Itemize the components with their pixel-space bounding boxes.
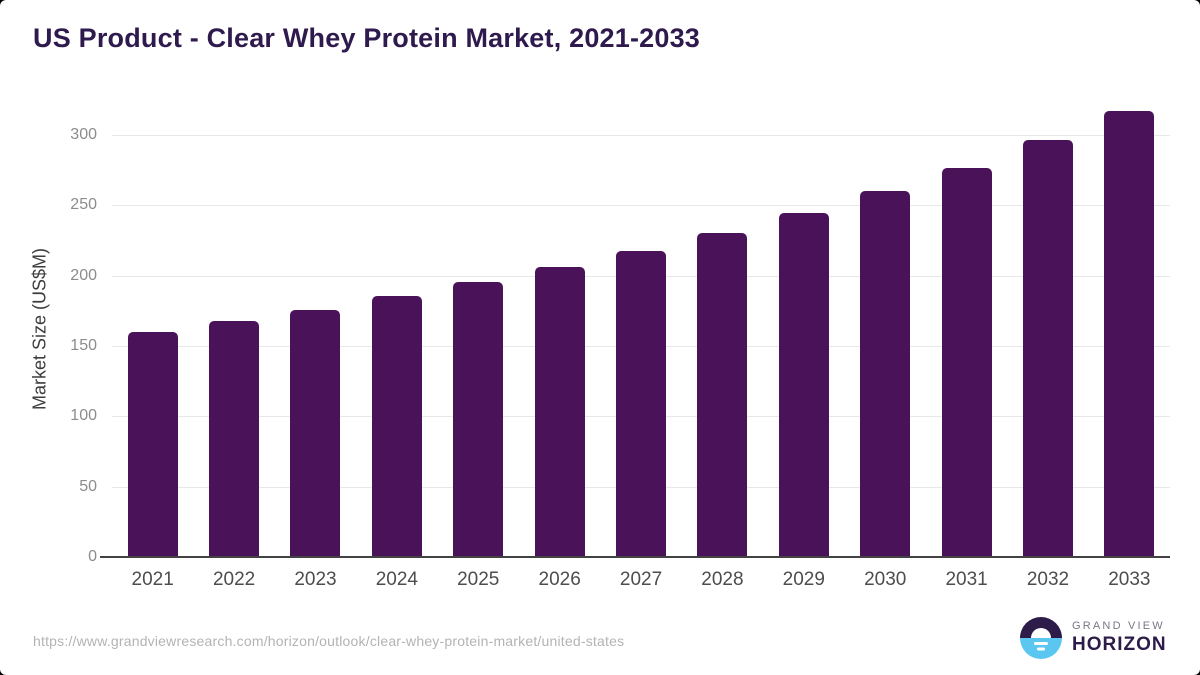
bar-2025[interactable] [453,282,504,557]
bar-column-2030 [845,100,926,557]
bar-2022[interactable] [209,321,260,557]
corner-artifact [1194,669,1200,675]
horizon-logo-icon [1020,617,1062,659]
bars-row [112,100,1170,557]
x-tick-label-2027: 2027 [619,569,663,590]
bar-column-2027 [600,100,681,557]
y-tick-label-50: 50 [79,477,97,495]
logo-text: GRAND VIEW HORIZON [1072,620,1167,656]
x-tick-label-2023: 2023 [294,569,337,590]
bar-column-2032 [1007,100,1088,557]
bar-2027[interactable] [616,251,667,557]
bar-column-2022 [193,100,274,557]
grandview-horizon-logo: GRAND VIEW HORIZON [1020,617,1167,659]
y-tick-label-150: 150 [70,337,97,355]
y-tick-label-300: 300 [70,126,97,144]
x-tick-label-2028: 2028 [701,569,744,590]
bar-column-2024 [356,100,437,557]
bar-2024[interactable] [371,296,422,557]
bar-2029[interactable] [778,213,829,557]
plot-area [112,100,1170,557]
bar-column-2031 [926,100,1007,557]
bar-2028[interactable] [697,232,748,557]
y-tick-label-0: 0 [88,548,97,565]
source-url: https://www.grandviewresearch.com/horizo… [33,633,625,649]
y-tick-label-250: 250 [70,196,97,214]
x-tick-label-2025: 2025 [457,569,500,590]
y-tick-label-100: 100 [70,407,97,425]
bar-column-2028 [682,100,763,557]
x-tick-label-2031: 2031 [945,569,988,590]
bar-2026[interactable] [534,267,585,557]
x-tick-label-2032: 2032 [1026,569,1070,590]
gridline-250 [112,205,1170,207]
corner-artifact [1194,0,1200,6]
x-axis-line [100,556,1170,558]
corner-artifact [0,0,6,6]
x-tick-label-2030: 2030 [864,569,907,590]
bar-2031[interactable] [941,167,992,557]
x-tick-label-2026: 2026 [538,569,581,590]
bar-2030[interactable] [860,191,911,557]
x-tick-label-2029: 2029 [782,569,825,590]
bar-2032[interactable] [1022,140,1073,557]
gridline-300 [112,135,1170,137]
bar-2023[interactable] [290,309,341,557]
bar-column-2021 [112,100,193,557]
bar-2021[interactable] [127,332,178,557]
x-axis-tick-labels: 2021 2022 2023 2024 2025 2026 2027 2028 2029 2030… [112,569,1170,591]
y-axis-tick-labels: 0 50 100 150 200 250 300 [0,100,97,565]
bar-column-2025 [438,100,519,557]
bar-2033[interactable] [1104,110,1155,557]
logo-brand-top: GRAND VIEW [1072,620,1165,632]
x-tick-label-2021: 2021 [131,569,174,590]
bar-column-2023 [275,100,356,557]
corner-artifact [0,669,6,675]
chart-title: US Product - Clear Whey Protein Market, … [33,23,701,53]
y-tick-label-200: 200 [70,266,97,284]
bar-column-2026 [519,100,600,557]
logo-brand-bottom: HORIZON [1072,634,1167,655]
x-tick-label-2033: 2033 [1108,569,1151,590]
x-tick-label-2022: 2022 [212,569,256,590]
x-tick-label-2024: 2024 [375,569,418,590]
bar-column-2029 [763,100,844,557]
bar-column-2033 [1089,100,1170,557]
